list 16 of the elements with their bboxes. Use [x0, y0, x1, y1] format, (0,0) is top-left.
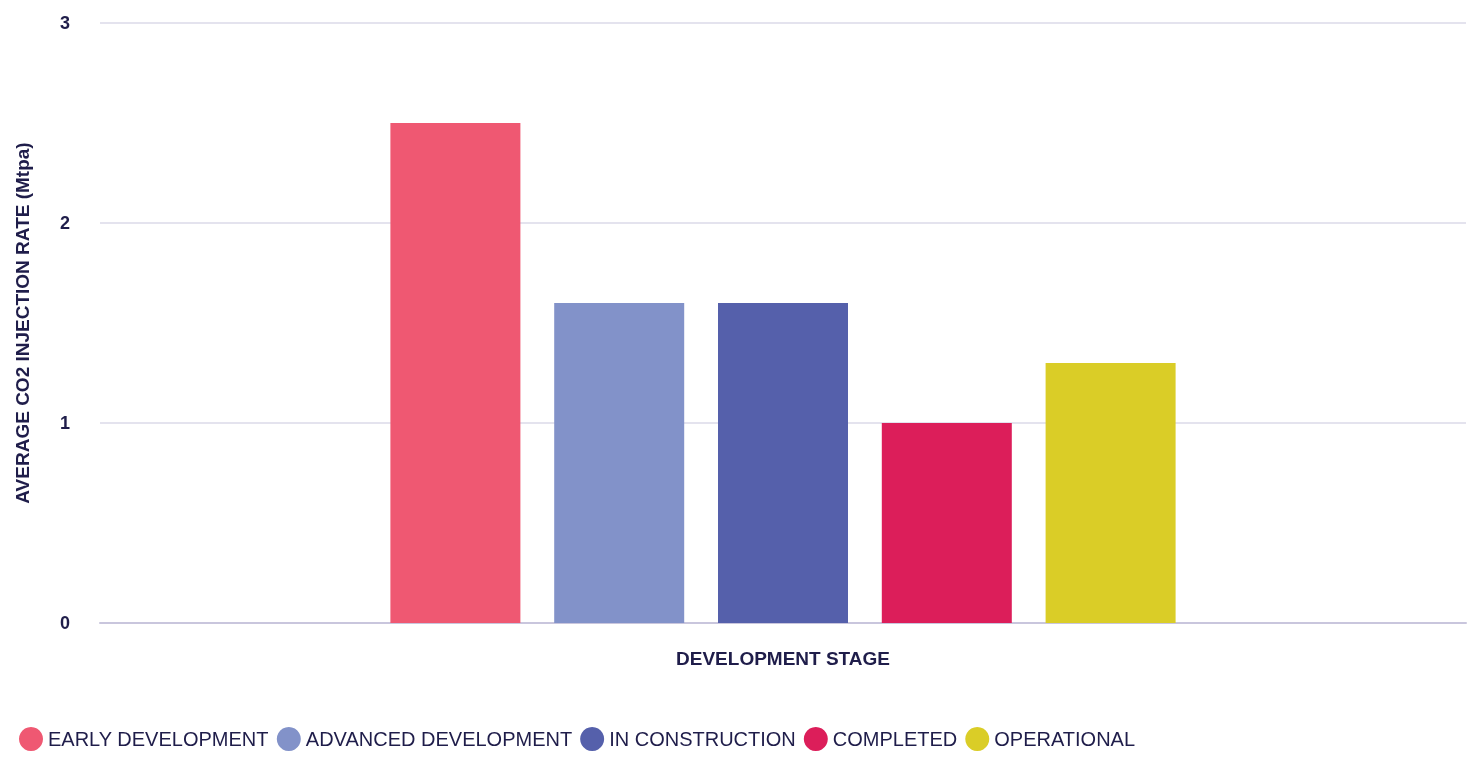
bar: [718, 303, 848, 623]
legend-label: COMPLETED: [832, 728, 958, 750]
y-tick-label: 1: [59, 413, 70, 433]
legend-label: OPERATIONAL: [994, 728, 1136, 750]
x-axis-title: DEVELOPMENT STAGE: [676, 648, 890, 669]
bar: [554, 303, 685, 623]
y-axis-title: AVERAGE CO2 INJECTION RATE (Mtpa): [12, 142, 33, 504]
y-tick-label: 3: [59, 13, 70, 33]
bar: [881, 423, 1012, 623]
bar: [390, 123, 521, 623]
y-tick-label: 0: [59, 613, 70, 633]
bar: [1045, 363, 1176, 623]
legend-label: IN CONSTRUCTION: [609, 728, 796, 750]
legend-label: ADVANCED DEVELOPMENT: [305, 728, 573, 750]
legend-label: EARLY DEVELOPMENT: [48, 728, 269, 750]
y-tick-label: 2: [59, 213, 70, 233]
